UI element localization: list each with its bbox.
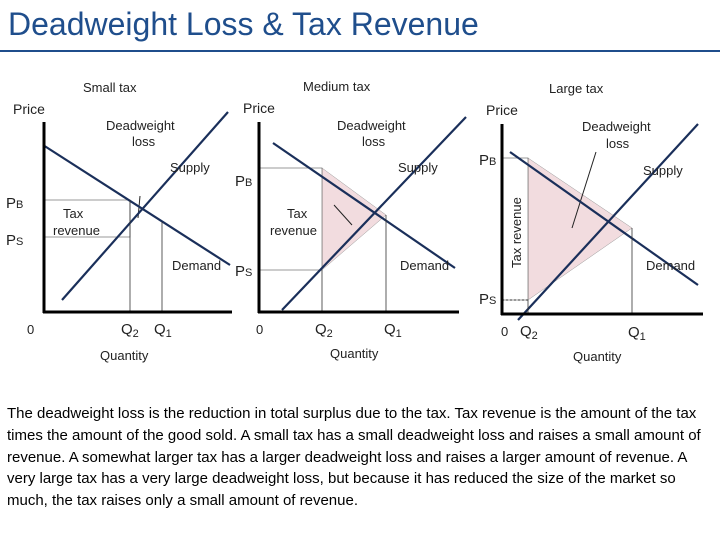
title-underline xyxy=(0,50,720,52)
large-q2-label: Q2 xyxy=(520,323,538,342)
medium-revenue-label-2: revenue xyxy=(270,223,317,238)
large-tax-panel: Large tax Price Deadweight loss Supply D… xyxy=(479,81,703,364)
small-q1-label: Q1 xyxy=(154,321,172,340)
small-supply-curve xyxy=(61,111,229,301)
small-pb-label: PB xyxy=(6,195,23,212)
medium-price-label: Price xyxy=(243,100,275,116)
small-quantity-label: Quantity xyxy=(100,348,149,363)
medium-demand-label: Demand xyxy=(400,258,449,273)
medium-supply-label: Supply xyxy=(398,160,438,175)
medium-dwl-pointer xyxy=(333,204,353,226)
large-demand-label: Demand xyxy=(646,258,695,273)
large-demand-curve xyxy=(509,151,699,286)
medium-dwl-label-2: loss xyxy=(362,134,386,149)
large-tax-heading: Large tax xyxy=(549,81,604,96)
small-price-label: Price xyxy=(13,101,45,117)
large-q1-label: Q1 xyxy=(628,324,646,343)
tax-diagrams: Small tax Price Deadweight loss Tax reve… xyxy=(6,79,703,364)
medium-q1-label: Q1 xyxy=(384,321,402,340)
large-price-label: Price xyxy=(486,102,518,118)
medium-tax-revenue-area xyxy=(258,167,323,271)
small-origin-label: 0 xyxy=(27,322,34,337)
large-revenue-label: Tax revenue xyxy=(509,197,524,268)
large-ps-label: PS xyxy=(479,291,496,308)
large-tax-revenue-area xyxy=(501,157,529,301)
small-tax-heading: Small tax xyxy=(83,80,137,95)
small-q2-label: Q2 xyxy=(121,321,139,340)
large-dwl-label-1: Deadweight xyxy=(582,119,651,134)
small-supply-label: Supply xyxy=(170,160,210,175)
medium-dwl-label-1: Deadweight xyxy=(337,118,406,133)
medium-quantity-label: Quantity xyxy=(330,346,379,361)
small-revenue-label-1: Tax xyxy=(63,206,84,221)
slide-title: Deadweight Loss & Tax Revenue xyxy=(8,6,479,42)
medium-origin-label: 0 xyxy=(256,322,263,337)
medium-ps-label: PS xyxy=(235,263,252,280)
medium-revenue-label-1: Tax xyxy=(287,206,308,221)
large-quantity-label: Quantity xyxy=(573,349,622,364)
explanation-text: The deadweight loss is the reduction in … xyxy=(7,405,701,510)
small-revenue-label-2: revenue xyxy=(53,223,100,238)
small-dwl-label-1: Deadweight xyxy=(106,118,175,133)
medium-tax-heading: Medium tax xyxy=(303,79,371,94)
small-demand-curve xyxy=(42,144,231,266)
medium-q2-label: Q2 xyxy=(315,321,333,340)
large-deadweight-area xyxy=(527,157,633,301)
large-supply-label: Supply xyxy=(643,163,683,178)
small-tax-revenue-area xyxy=(44,199,131,238)
large-dwl-label-2: loss xyxy=(606,136,630,151)
medium-demand-curve xyxy=(272,142,456,269)
small-tax-panel: Small tax Price Deadweight loss Tax reve… xyxy=(6,80,232,363)
large-pb-label: PB xyxy=(479,152,496,169)
large-origin-label: 0 xyxy=(501,324,508,339)
small-demand-label: Demand xyxy=(172,258,221,273)
medium-pb-label: PB xyxy=(235,173,252,190)
small-dwl-label-2: loss xyxy=(132,134,156,149)
large-dwl-pointer xyxy=(571,151,597,229)
small-ps-label: PS xyxy=(6,232,23,249)
medium-tax-panel: Medium tax Price Deadweight loss Tax rev… xyxy=(235,79,467,361)
